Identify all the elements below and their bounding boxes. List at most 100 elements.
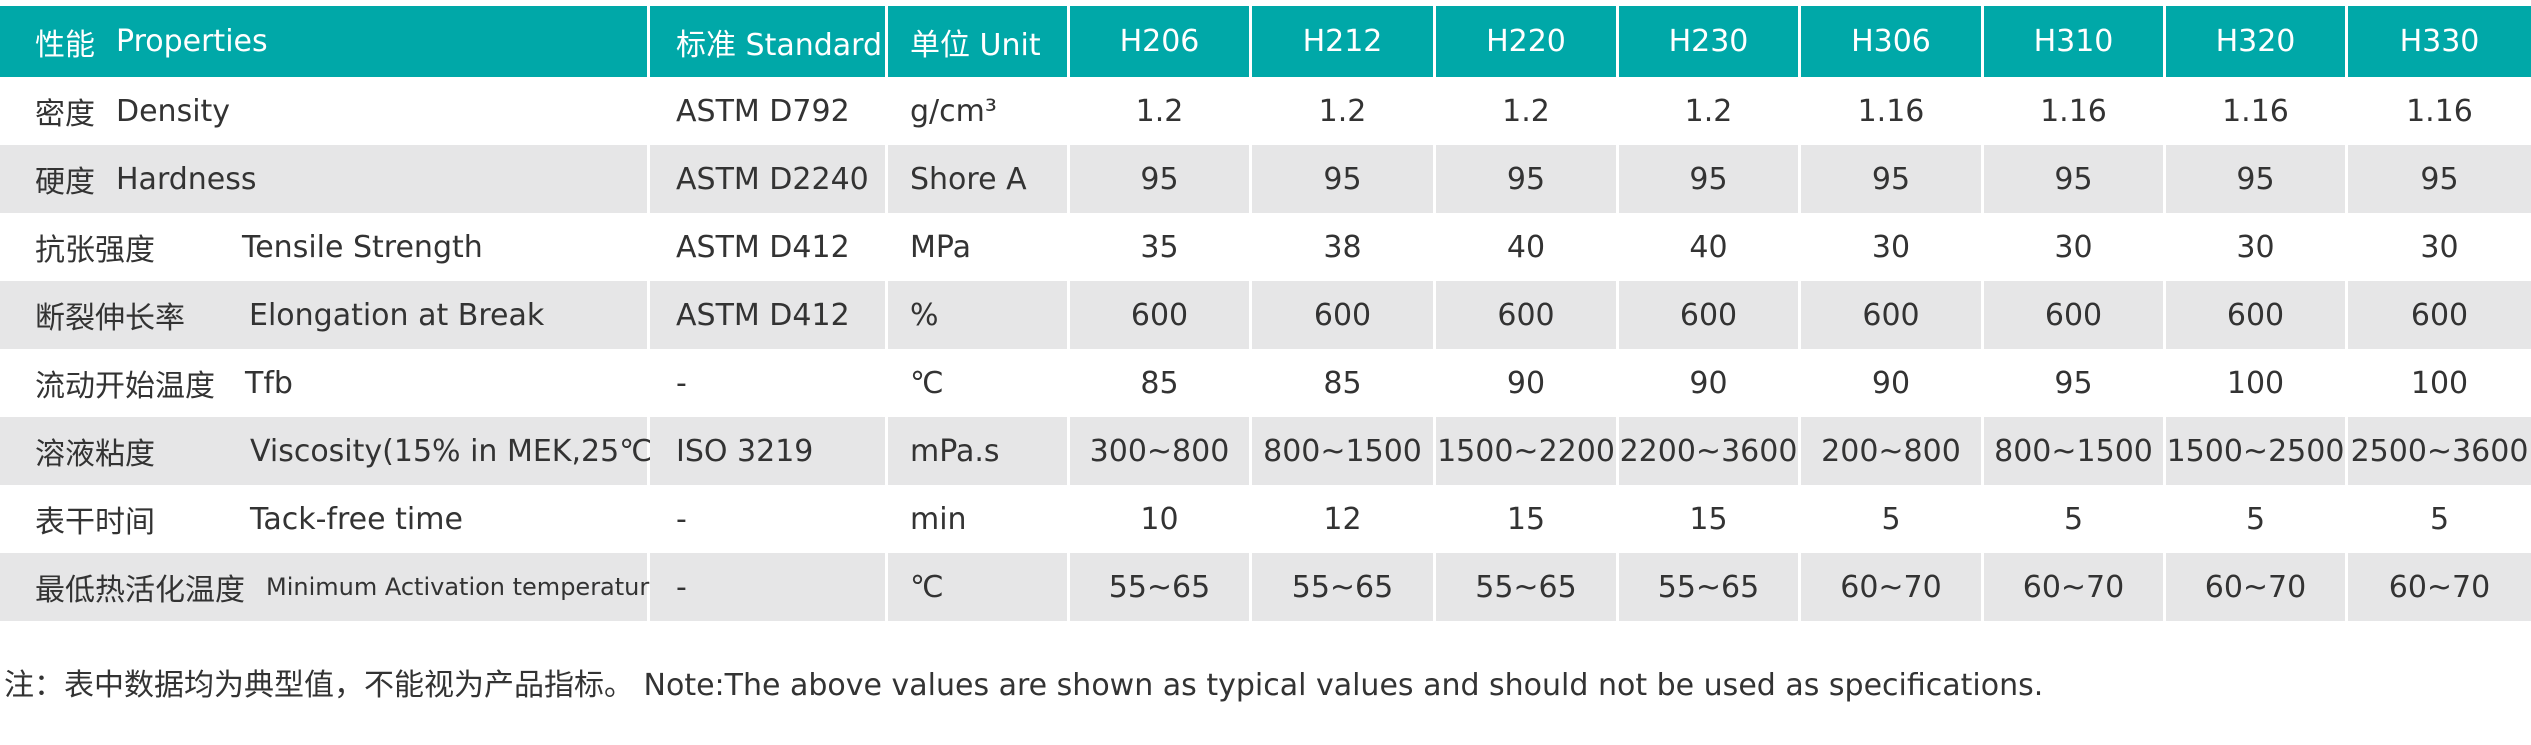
value-cell: H320 (2166, 6, 2345, 77)
value-cell: 90 (1801, 349, 1981, 417)
value-cell: 55~65 (1619, 553, 1798, 621)
value: 600 (1130, 297, 1189, 333)
unit: mPa.s (910, 433, 1000, 469)
value-cell: 2200~3600 (1619, 417, 1798, 485)
unit: MPa (910, 229, 972, 265)
value-cell: 1.16 (2166, 77, 2345, 145)
value-cell: 35 (1070, 213, 1249, 281)
value: 55~65 (1657, 569, 1760, 605)
standard: ASTM D2240 (676, 161, 869, 197)
property-en: Elongation at Break (249, 297, 545, 333)
value-cell: 95 (1801, 145, 1981, 213)
grade-header: H206 (1119, 24, 1200, 59)
value-cell: 60~70 (1984, 553, 2163, 621)
value-cell: H306 (1801, 6, 1981, 77)
standard: - (676, 365, 687, 401)
footnote: 注：表中数据均为典型值，不能视为产品指标。 Note:The above val… (4, 668, 2044, 703)
property-cell: 密度 Density (0, 77, 647, 145)
grade-header: H310 (2033, 24, 2114, 59)
value-cell: 30 (2348, 213, 2531, 281)
value: 600 (2044, 297, 2103, 333)
value-cell: 95 (2166, 145, 2345, 213)
value: 30 (2420, 229, 2459, 265)
standard-cell: ASTM D412 (650, 213, 885, 281)
value: 55~65 (1291, 569, 1394, 605)
value: 85 (1323, 365, 1362, 401)
value-cell: 600 (1619, 281, 1798, 349)
standard: 标准 Standard (676, 27, 883, 63)
unit: min (910, 501, 967, 537)
property-zh: 性能 (35, 27, 95, 63)
value-cell: 15 (1619, 485, 1798, 553)
value: 600 (1679, 297, 1738, 333)
value: 35 (1140, 229, 1179, 265)
value: 1.16 (2040, 93, 2107, 129)
value: 1500~2200 (1437, 433, 1615, 469)
value: 30 (1871, 229, 1911, 265)
property-cell: 表干时间 Tack-free time (0, 485, 647, 553)
value: 800~1500 (1994, 433, 2153, 469)
value-cell: 95 (1984, 349, 2163, 417)
value-cell: 40 (1619, 213, 1798, 281)
value-cell: 2500~3600 (2348, 417, 2531, 485)
value: 60~70 (2204, 569, 2307, 605)
value: 5 (1881, 501, 1901, 537)
value-cell: 600 (1801, 281, 1981, 349)
value: 95 (2420, 161, 2459, 197)
value: 95 (1871, 161, 1911, 197)
unit-cell: 单位 Unit (888, 6, 1067, 77)
value-cell: H206 (1070, 6, 1249, 77)
value: 95 (2054, 161, 2093, 197)
value: 40 (1689, 229, 1728, 265)
grade-header: H212 (1302, 24, 1383, 59)
grade-header: H306 (1851, 24, 1931, 59)
standard-cell: - (650, 553, 885, 621)
property-en: Minimum Activation temperature (266, 573, 664, 601)
value: 1.16 (1857, 93, 1925, 129)
property-en: Density (116, 93, 231, 129)
value: 5 (2063, 501, 2084, 537)
value-cell: 40 (1436, 213, 1616, 281)
unit-cell: Shore A (888, 145, 1067, 213)
value: 1500~2500 (2166, 433, 2345, 469)
value: 15 (1506, 501, 1546, 537)
value: 95 (2236, 161, 2275, 197)
value: 300~800 (1089, 433, 1230, 469)
property-zh: 密度 (35, 97, 95, 132)
property-cell: 断裂伸长率 Elongation at Break (0, 281, 647, 349)
value: 1.2 (1684, 93, 1733, 129)
property-en: Hardness (116, 161, 257, 197)
value: 85 (1140, 365, 1179, 401)
property-zh: 表干时间 (35, 505, 155, 540)
value-cell: 5 (1801, 485, 1981, 553)
value: 1.2 (1318, 93, 1367, 129)
value-cell: 90 (1619, 349, 1798, 417)
grade-header: H320 (2215, 24, 2296, 59)
value-cell: 30 (1801, 213, 1981, 281)
unit-cell: mPa.s (888, 417, 1067, 485)
value-cell: 1500~2500 (2166, 417, 2345, 485)
value: 95 (1323, 161, 1362, 197)
value: 95 (1689, 161, 1728, 197)
value-cell: 15 (1436, 485, 1616, 553)
value-cell: 95 (2348, 145, 2531, 213)
property-en: Tfb (245, 365, 293, 401)
value-cell: 95 (1436, 145, 1616, 213)
value: 90 (1689, 365, 1728, 401)
value-cell: 100 (2166, 349, 2345, 417)
standard: ASTM D412 (676, 297, 850, 333)
standard: ASTM D412 (676, 229, 850, 265)
property-en: Tack-free time (250, 501, 463, 537)
value-cell: 800~1500 (1984, 417, 2163, 485)
standard: - (676, 569, 687, 605)
value-cell: 60~70 (2348, 553, 2531, 621)
property-zh: 硬度 (35, 165, 95, 200)
property-cell: 抗张强度 Tensile Strength (0, 213, 647, 281)
property-zh: 抗张强度 (35, 233, 155, 268)
value-cell: 55~65 (1436, 553, 1616, 621)
unit: g/cm³ (910, 93, 997, 129)
unit: ℃ (910, 365, 944, 401)
value: 100 (2410, 365, 2469, 401)
value-cell: 90 (1436, 349, 1616, 417)
